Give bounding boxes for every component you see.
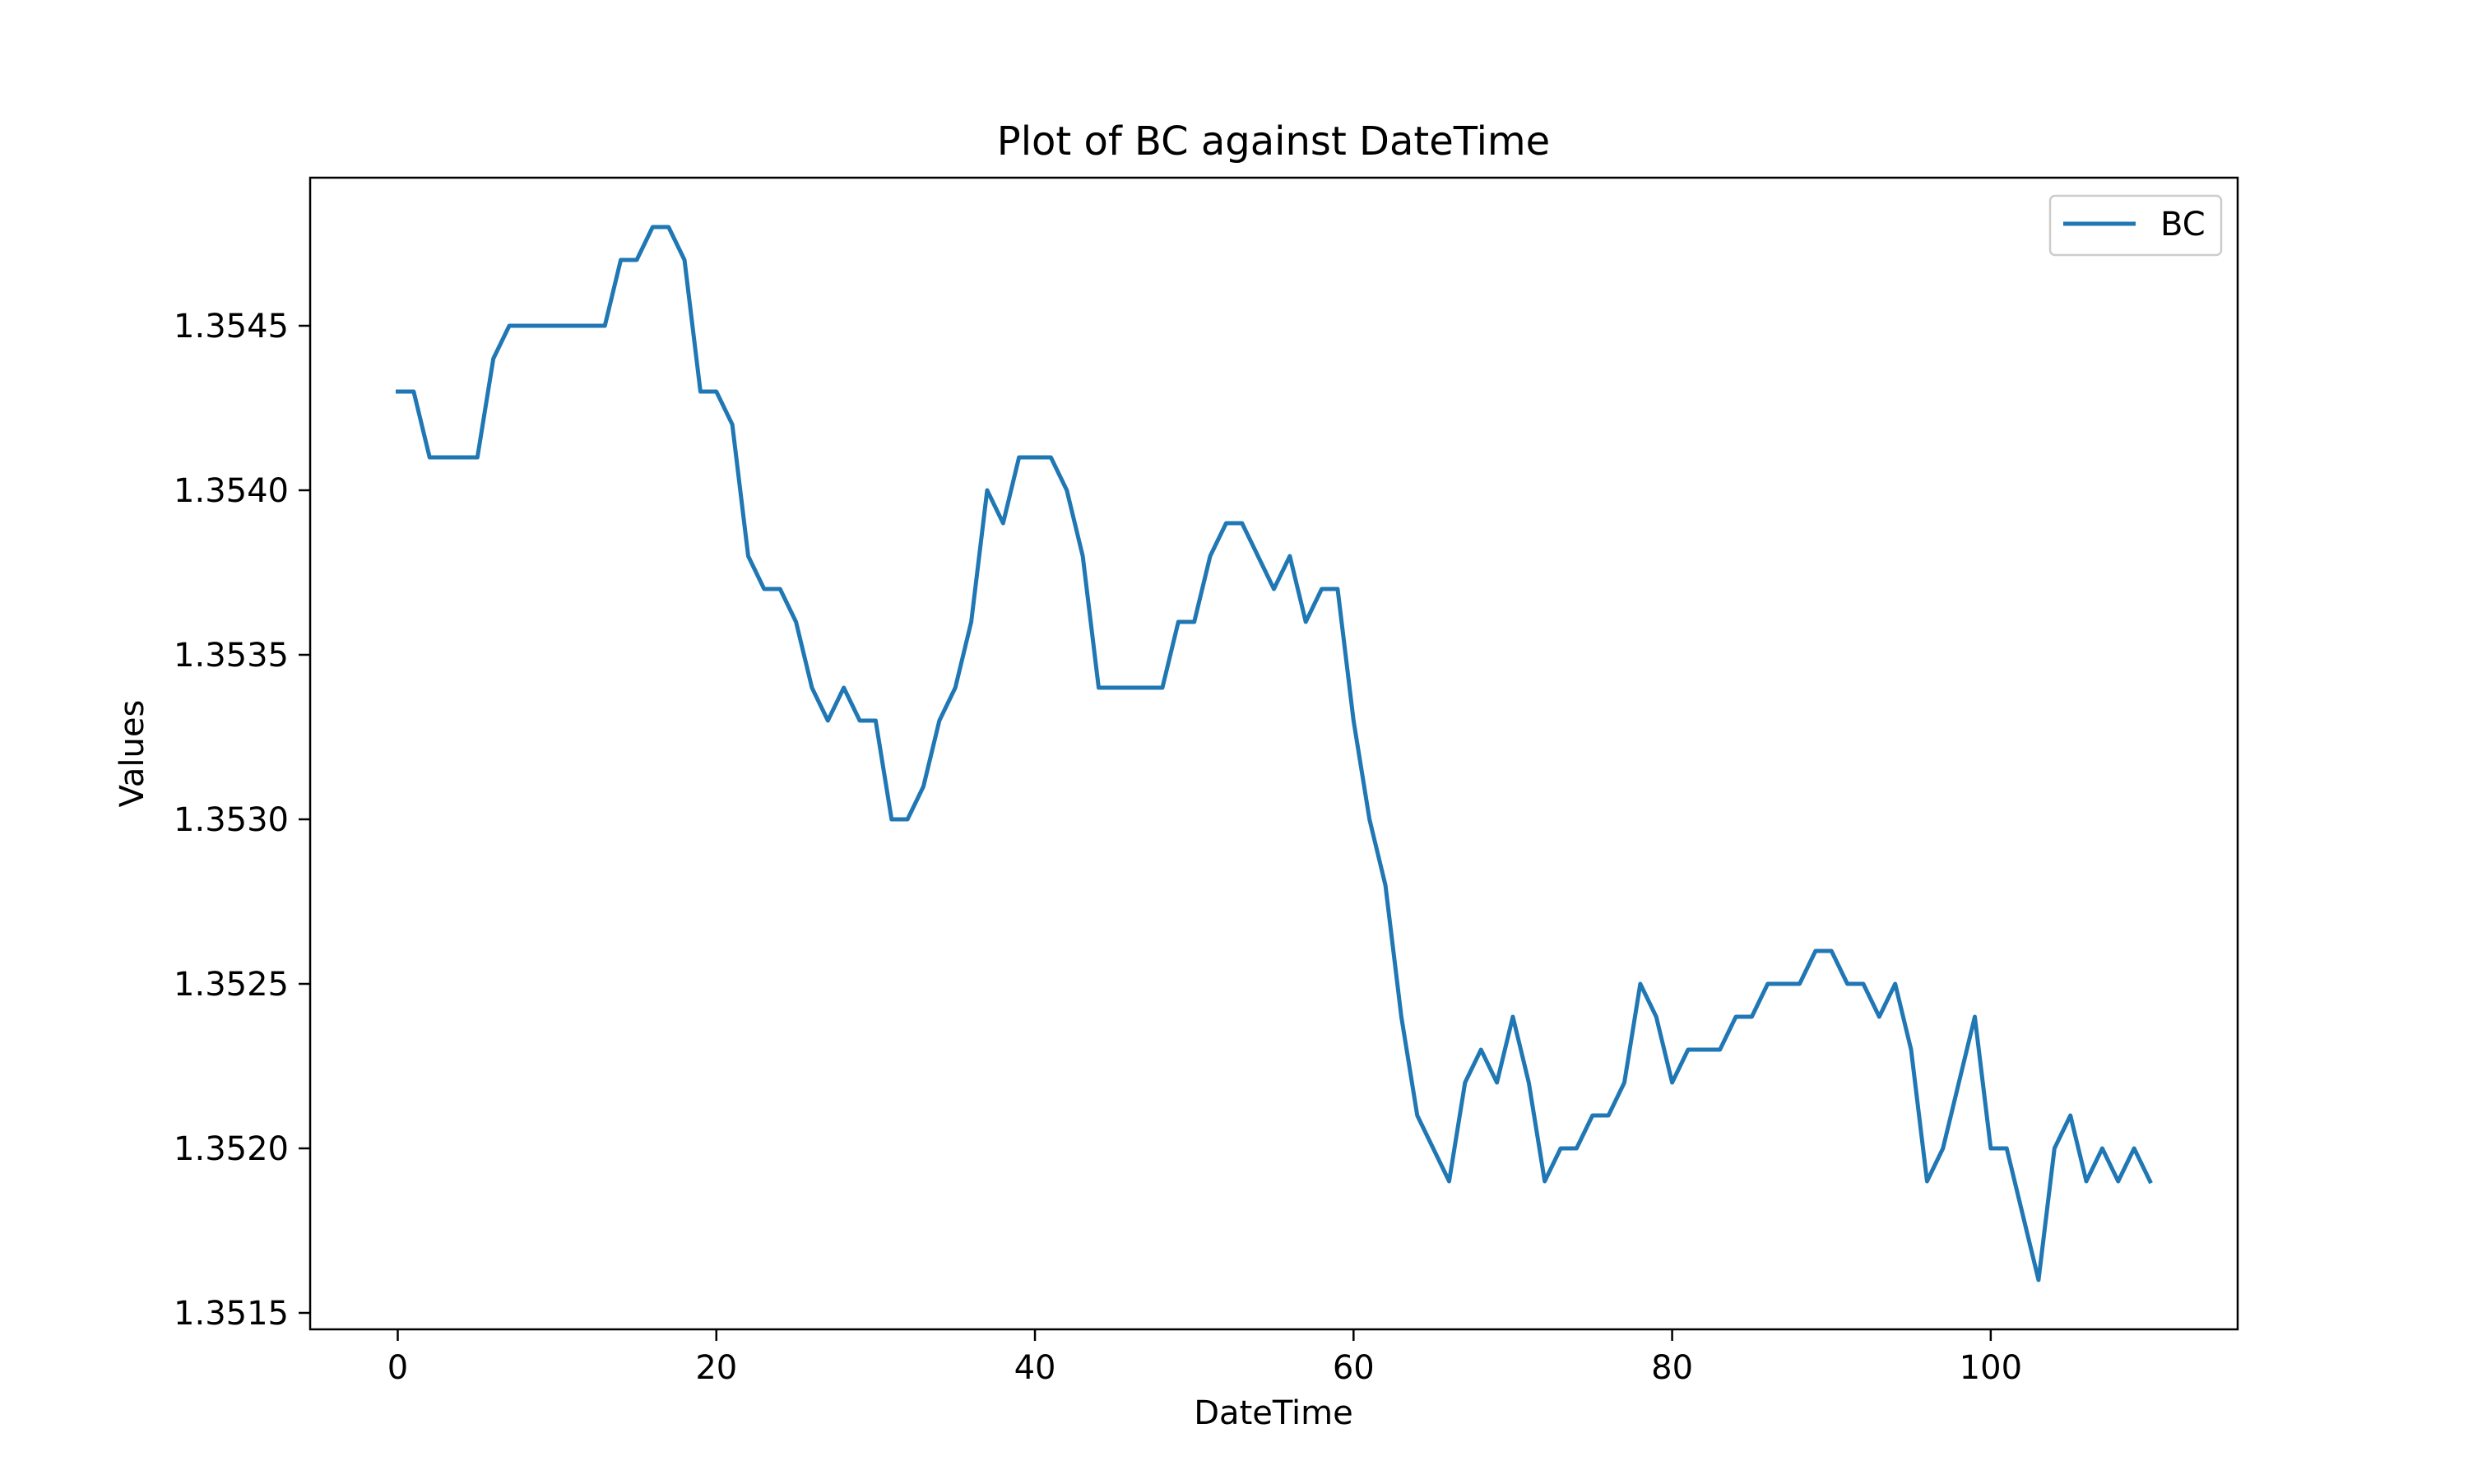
y-tick-label: 1.3540 [174,472,289,510]
y-tick-label: 1.3530 [174,801,289,839]
y-axis-ticks: 1.3515 1.3520 1.3525 1.3530 1.3535 1.3540 1.35… [174,308,310,1333]
chart-title: Plot of BC against DateTime [997,118,1550,165]
x-tick-label: 40 [1014,1349,1056,1387]
x-axis-label: DateTime [1194,1394,1353,1432]
x-axis-ticks: 0 20 40 60 80 100 [387,1329,2022,1387]
plot-area [396,225,2153,1282]
y-tick-label: 1.3520 [174,1130,289,1168]
y-tick-label: 1.3545 [174,308,289,345]
y-axis-label: Values [114,700,151,808]
x-tick-label: 60 [1333,1349,1375,1387]
y-tick-label: 1.3525 [174,966,289,1004]
y-tick-label: 1.3515 [174,1295,289,1333]
x-tick-label: 0 [387,1349,408,1387]
legend: BC [2048,194,2223,257]
x-tick-label: 100 [1960,1349,2022,1387]
y-tick-label: 1.3535 [174,637,289,675]
x-tick-label: 80 [1651,1349,1693,1387]
series-line-bc [396,225,2153,1282]
plot-frame [308,176,2239,1331]
legend-entry-label: BC [2160,206,2206,243]
x-tick-label: 20 [695,1349,737,1387]
